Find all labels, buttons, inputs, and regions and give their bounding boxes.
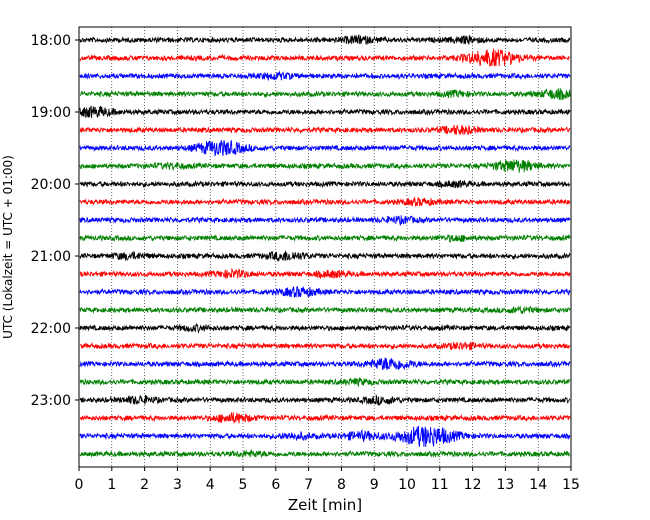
trace-2315 xyxy=(79,412,571,424)
x-tick-label: 2 xyxy=(140,477,149,493)
trace-2215 xyxy=(79,340,571,351)
trace-2030 xyxy=(79,215,571,227)
trace-1915 xyxy=(79,124,571,136)
y-tick-label: 19:00 xyxy=(31,105,71,121)
y-tick-label: 23:00 xyxy=(31,393,71,409)
y-tick-label: 20:00 xyxy=(31,177,71,193)
x-tick-label: 8 xyxy=(337,477,346,493)
trace-1930 xyxy=(79,140,571,157)
x-tick-label: 10 xyxy=(398,477,416,493)
plot-frame xyxy=(78,26,572,468)
x-tick-label: 5 xyxy=(239,477,248,493)
x-tick-label: 14 xyxy=(529,477,547,493)
trace-1945 xyxy=(79,159,571,173)
x-tick-label: 6 xyxy=(271,477,280,493)
y-axis-label: UTC (Lokalzeit = UTC + 01:00) xyxy=(1,155,15,339)
trace-2300 xyxy=(79,393,571,407)
seismic-traces xyxy=(79,34,571,459)
trace-2130 xyxy=(79,286,571,298)
x-tick-label: 13 xyxy=(496,477,514,493)
x-tick-label: 1 xyxy=(107,477,116,493)
x-tick-label: 15 xyxy=(562,477,580,493)
x-tick-label: 9 xyxy=(370,477,379,493)
trace-2000 xyxy=(79,179,571,189)
trace-2015 xyxy=(79,196,571,207)
trace-1900 xyxy=(79,105,571,119)
y-tick-label: 21:00 xyxy=(31,249,71,265)
trace-1830 xyxy=(79,70,571,82)
x-tick-label: 11 xyxy=(431,477,449,493)
trace-1800 xyxy=(79,34,571,46)
trace-1815 xyxy=(79,48,571,67)
trace-2245 xyxy=(79,376,571,388)
x-axis-label: Zeit [min] xyxy=(288,496,362,514)
x-tick-label: 12 xyxy=(464,477,482,493)
x-axis-ticks: 0 1 2 3 4 5 6 7 8 9 10 11 12 13 14 15 xyxy=(75,467,580,493)
trace-2200 xyxy=(79,322,571,334)
x-tick-label: 3 xyxy=(173,477,182,493)
x-tick-label: 0 xyxy=(75,477,84,493)
trace-2345 xyxy=(79,449,571,459)
y-tick-label: 18:00 xyxy=(31,33,71,49)
trace-2100 xyxy=(79,250,571,262)
x-tick-label: 7 xyxy=(304,477,313,493)
trace-1845 xyxy=(79,88,571,101)
trace-2230 xyxy=(79,357,571,371)
trace-2045 xyxy=(79,233,571,243)
trace-2145 xyxy=(79,304,571,315)
x-tick-label: 4 xyxy=(206,477,215,493)
y-axis-ticks: 18:00 19:00 20:00 21:00 22:00 23:00 xyxy=(31,33,79,409)
vertical-grid xyxy=(111,27,539,467)
trace-2330 xyxy=(79,425,571,447)
trace-2115 xyxy=(79,267,571,280)
y-tick-label: 22:00 xyxy=(31,321,71,337)
